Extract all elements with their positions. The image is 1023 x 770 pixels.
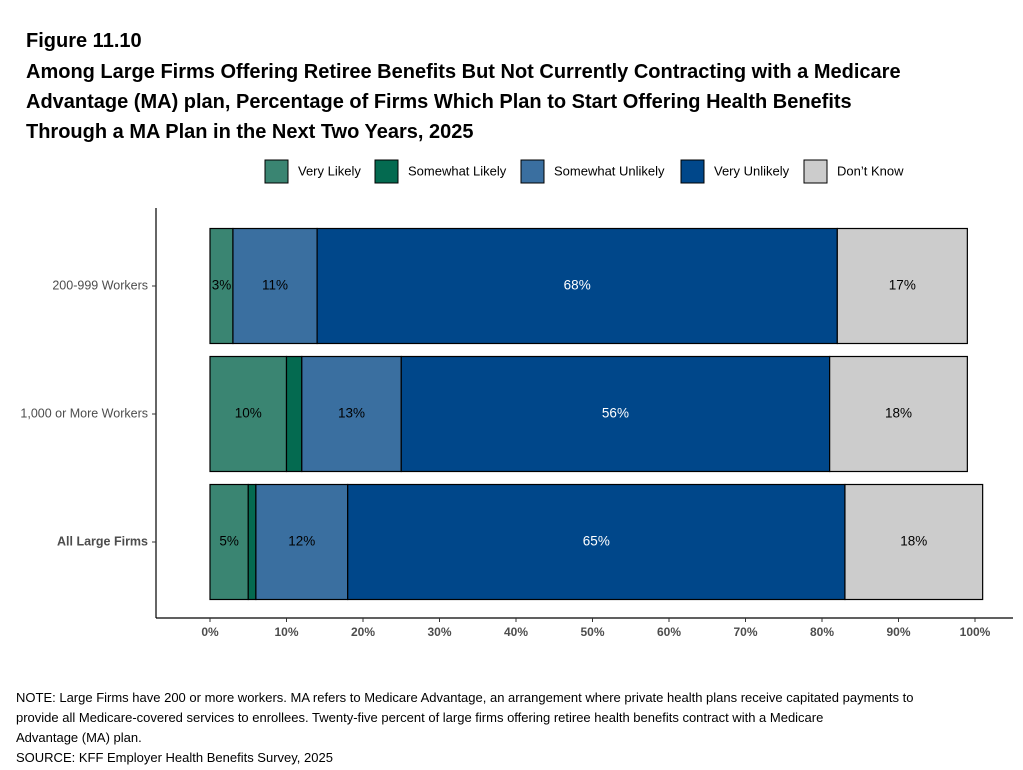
bar-segment bbox=[400, 355, 831, 473]
y-tick-label: All Large Firms bbox=[57, 534, 148, 548]
chart: Very Likely Somewhat Likely Somewhat Unlik… bbox=[20, 159, 1013, 639]
y-tick-label: 1,000 or More Workers bbox=[20, 406, 148, 420]
data-label: 5% bbox=[219, 534, 239, 549]
legend-label: Somewhat Likely bbox=[408, 163, 507, 178]
chart-title: Advantage (MA) plan, Percentage of Firms… bbox=[26, 91, 852, 113]
legend-label: Very Likely bbox=[298, 163, 361, 178]
data-label: 56% bbox=[602, 406, 629, 421]
note: provide all Medicare-covered services to… bbox=[16, 710, 824, 725]
source: SOURCE: KFF Employer Health Benefits Sur… bbox=[16, 750, 333, 765]
bar-segment bbox=[209, 355, 288, 473]
data-label: 12% bbox=[288, 534, 315, 549]
x-tick-label: 80% bbox=[810, 625, 834, 639]
legend-swatch bbox=[374, 159, 399, 184]
x-tick-label: 40% bbox=[504, 625, 528, 639]
legend-swatch bbox=[680, 159, 705, 184]
legend-label: Don’t Know bbox=[837, 163, 904, 178]
figure-label: Figure 11.10 bbox=[26, 30, 142, 52]
bar-segment bbox=[316, 227, 838, 345]
bar-segment bbox=[836, 227, 968, 345]
bar-segment bbox=[247, 483, 257, 601]
x-tick-label: 0% bbox=[201, 625, 219, 639]
x-tick-label: 50% bbox=[580, 625, 604, 639]
bar-segment bbox=[829, 355, 968, 473]
note: NOTE: Large Firms have 200 or more worke… bbox=[16, 690, 914, 705]
bar-segment bbox=[285, 355, 303, 473]
bar-segment bbox=[255, 483, 349, 601]
data-label: 18% bbox=[885, 406, 912, 421]
bar-segment bbox=[209, 483, 249, 601]
x-tick-label: 60% bbox=[657, 625, 681, 639]
bar-segment bbox=[232, 227, 318, 345]
data-label: 18% bbox=[900, 534, 927, 549]
y-tick-label: 200-999 Workers bbox=[52, 278, 148, 292]
legend-swatch bbox=[264, 159, 289, 184]
data-label: 3% bbox=[212, 278, 232, 293]
x-tick-label: 30% bbox=[427, 625, 451, 639]
bar-segment bbox=[301, 355, 402, 473]
data-label: 65% bbox=[583, 534, 610, 549]
data-label: 11% bbox=[262, 278, 288, 293]
chart-title: Among Large Firms Offering Retiree Benef… bbox=[26, 61, 901, 83]
chart-title: Through a MA Plan in the Next Two Years,… bbox=[26, 121, 474, 143]
x-tick-label: 10% bbox=[274, 625, 298, 639]
data-label: 68% bbox=[564, 278, 591, 293]
data-label: 10% bbox=[235, 406, 262, 421]
data-label: 17% bbox=[889, 278, 916, 293]
bar-segment bbox=[844, 483, 984, 601]
x-tick-label: 70% bbox=[733, 625, 757, 639]
legend-label: Somewhat Unlikely bbox=[554, 163, 665, 178]
x-tick-label: 20% bbox=[351, 625, 375, 639]
note: Advantage (MA) plan. bbox=[16, 730, 142, 745]
legend-swatch bbox=[520, 159, 545, 184]
x-tick-label: 100% bbox=[960, 625, 991, 639]
x-tick-label: 90% bbox=[886, 625, 910, 639]
legend-label: Very Unlikely bbox=[714, 163, 790, 178]
data-label: 13% bbox=[338, 406, 365, 421]
legend-swatch bbox=[803, 159, 828, 184]
